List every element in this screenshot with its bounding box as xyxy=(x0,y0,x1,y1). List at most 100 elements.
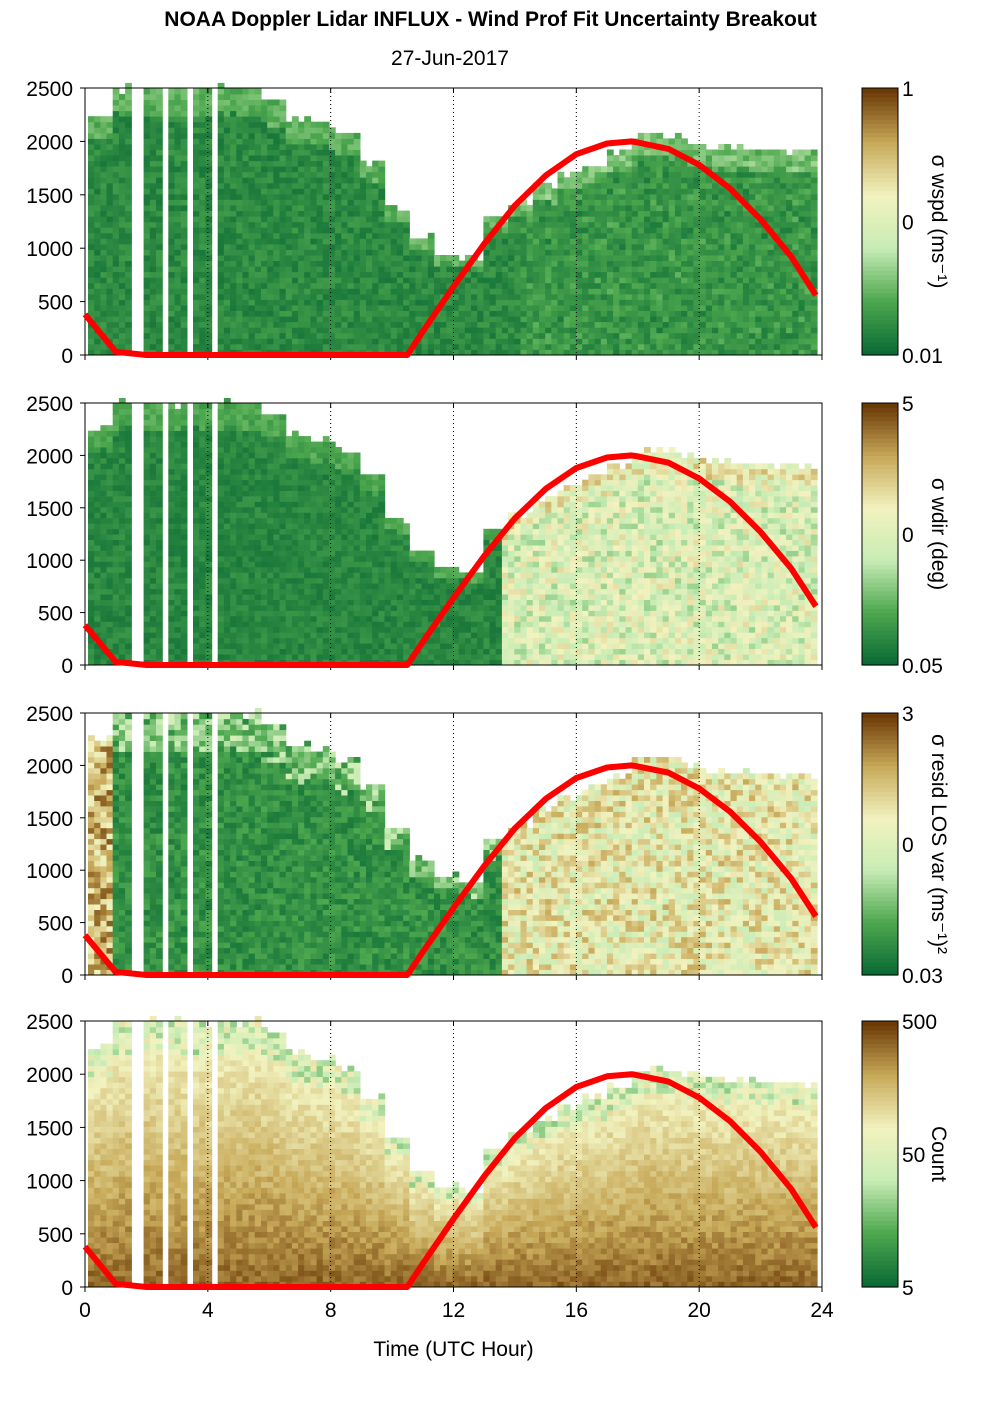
heatmap-cell xyxy=(205,436,213,442)
heatmap-cell xyxy=(755,260,762,267)
heatmap-cell xyxy=(798,299,806,306)
heatmap-cell xyxy=(94,490,101,497)
heatmap-cell xyxy=(199,523,206,530)
heatmap-cell xyxy=(88,121,95,128)
heatmap-cell xyxy=(576,227,583,234)
heatmap-cell xyxy=(112,149,120,156)
heatmap-cell xyxy=(304,299,311,306)
heatmap-cell xyxy=(415,255,423,261)
heatmap-cell xyxy=(341,216,349,223)
heatmap-cell xyxy=(625,160,633,167)
heatmap-cell xyxy=(384,327,392,334)
colorbar-segment xyxy=(862,123,898,129)
heatmap-cell xyxy=(285,121,293,128)
heatmap-cell xyxy=(539,243,546,250)
heatmap-cell xyxy=(236,177,244,184)
heatmap-cell xyxy=(366,166,373,173)
heatmap-cell xyxy=(279,199,287,206)
heatmap-cell xyxy=(223,160,231,167)
heatmap-cell xyxy=(792,299,800,306)
heatmap-cell xyxy=(526,327,534,334)
heatmap-cell xyxy=(149,556,157,562)
heatmap-cell xyxy=(378,205,386,212)
heatmap-cell xyxy=(341,166,349,173)
heatmap-cell xyxy=(174,561,182,568)
heatmap-cell xyxy=(254,243,262,250)
heatmap-cell xyxy=(199,414,206,421)
heatmap-cell xyxy=(403,305,410,311)
heatmap-cell xyxy=(322,316,330,323)
heatmap-cell xyxy=(631,282,639,289)
heatmap-cell xyxy=(298,327,305,334)
heatmap-cell xyxy=(310,227,318,234)
heatmap-cell xyxy=(767,210,775,217)
heatmap-cell xyxy=(223,155,231,162)
heatmap-cell xyxy=(180,155,188,162)
heatmap-cell xyxy=(335,221,342,228)
heatmap-cell xyxy=(415,282,423,289)
heatmap-cell xyxy=(588,349,596,356)
heatmap-cell xyxy=(551,316,559,323)
heatmap-cell xyxy=(668,221,676,228)
heatmap-cell xyxy=(118,110,126,117)
heatmap-cell xyxy=(316,127,324,134)
heatmap-cell xyxy=(359,277,367,284)
heatmap-cell xyxy=(674,266,682,273)
heatmap-cell xyxy=(730,332,738,339)
heatmap-cell xyxy=(335,216,342,223)
heatmap-cell xyxy=(637,188,645,195)
heatmap-cell xyxy=(174,485,182,491)
heatmap-cell xyxy=(427,343,435,350)
heatmap-cell xyxy=(532,210,540,217)
heatmap-cell xyxy=(199,121,206,128)
heatmap-cell xyxy=(143,127,151,134)
heatmap-cell xyxy=(520,255,528,261)
heatmap-cell xyxy=(532,188,540,195)
heatmap-cell xyxy=(520,282,528,289)
heatmap-cell xyxy=(718,166,725,173)
heatmap-cell xyxy=(644,277,651,284)
heatmap-cell xyxy=(149,199,157,206)
heatmap-cell xyxy=(613,188,620,195)
heatmap-cell xyxy=(687,249,695,256)
heatmap-cell xyxy=(440,260,447,267)
heatmap-cell xyxy=(520,327,528,334)
heatmap-cell xyxy=(328,127,336,134)
heatmap-cell xyxy=(285,282,293,289)
heatmap-cell xyxy=(174,338,182,345)
heatmap-cell xyxy=(520,260,528,267)
heatmap-cell xyxy=(149,457,157,464)
heatmap-cell xyxy=(712,243,719,250)
heatmap-cell xyxy=(631,210,639,217)
heatmap-cell xyxy=(156,408,163,415)
heatmap-cell xyxy=(674,238,682,245)
heatmap-cell xyxy=(279,110,287,117)
heatmap-cell xyxy=(749,149,756,156)
heatmap-cell xyxy=(563,282,571,289)
heatmap-cell xyxy=(149,485,157,491)
heatmap-cell xyxy=(248,182,256,189)
heatmap-cell xyxy=(786,216,793,223)
heatmap-cell xyxy=(557,255,565,261)
heatmap-cell xyxy=(149,255,157,261)
heatmap-cell xyxy=(810,210,818,217)
heatmap-cell xyxy=(545,221,552,228)
heatmap-cell xyxy=(699,349,707,356)
heatmap-cell xyxy=(792,177,800,184)
heatmap-cell xyxy=(779,199,787,206)
heatmap-cell xyxy=(149,577,157,584)
heatmap-cell xyxy=(242,199,250,206)
heatmap-cell xyxy=(576,316,583,323)
heatmap-cell xyxy=(705,299,713,306)
heatmap-cell xyxy=(174,572,182,579)
heatmap-cell xyxy=(452,343,460,350)
heatmap-cell xyxy=(693,310,701,317)
heatmap-cell xyxy=(304,188,311,195)
heatmap-cell xyxy=(230,127,237,134)
colorbar-segment xyxy=(862,310,898,316)
heatmap-cell xyxy=(205,266,213,273)
heatmap-cell xyxy=(310,121,318,128)
heatmap-cell xyxy=(483,277,491,284)
heatmap-cell xyxy=(180,496,188,502)
heatmap-cell xyxy=(606,227,614,234)
